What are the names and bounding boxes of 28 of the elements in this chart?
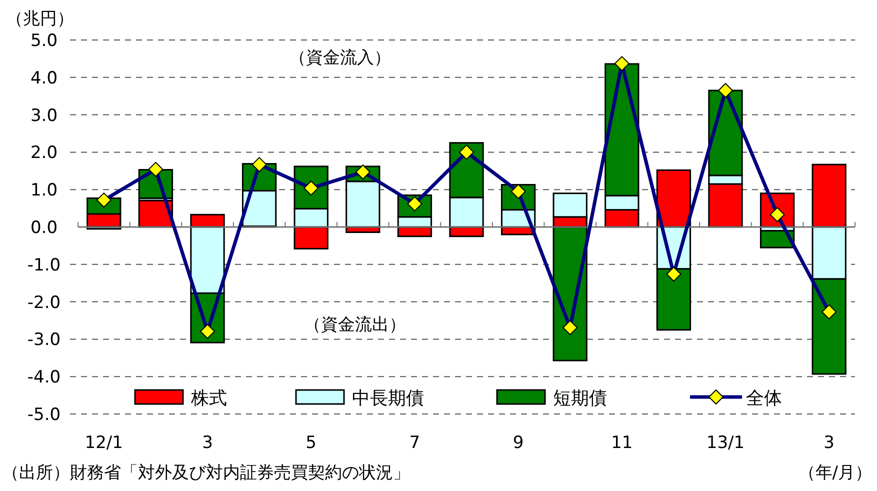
y-tick-label: -2.0 [27, 292, 61, 313]
legend-label: 短期債 [553, 388, 607, 409]
x-tick-label: 5 [306, 433, 317, 453]
y-tick-label: -1.0 [27, 255, 61, 276]
x-tick-label: 11 [611, 433, 633, 453]
x-tick-label: 3 [824, 433, 835, 453]
text: （出所）財務省「対外及び対内証券売買契約の状況」 [2, 463, 410, 483]
y-tick-label: 3.0 [30, 106, 58, 126]
y-tick-label: 1.0 [30, 180, 58, 201]
x-tick-label: 7 [409, 433, 420, 453]
y-tick-label: -5.0 [27, 405, 61, 425]
y-axis-title: （兆円） [6, 9, 74, 29]
x-tick-label: 13/1 [706, 433, 745, 453]
legend-label: 全体 [746, 388, 782, 409]
y-tick-label: 5.0 [30, 31, 58, 51]
y-tick-label: -4.0 [27, 368, 61, 388]
x-tick-label: 9 [512, 433, 524, 453]
x-tick-label: 12/1 [84, 433, 123, 453]
legend-label: 株式 [190, 388, 227, 409]
y-tick-label: 4.0 [30, 68, 58, 88]
x-axis-title: （年/月） [798, 463, 872, 483]
annotation: （資金流入） [289, 48, 391, 68]
x-tick-label: 3 [202, 433, 213, 453]
y-tick-label: -3.0 [27, 330, 61, 350]
y-tick-label: 2.0 [30, 143, 58, 164]
annotation: （資金流出） [304, 315, 406, 335]
legend-label: 中長期債 [352, 388, 424, 409]
y-tick-label: 0.0 [30, 218, 58, 238]
